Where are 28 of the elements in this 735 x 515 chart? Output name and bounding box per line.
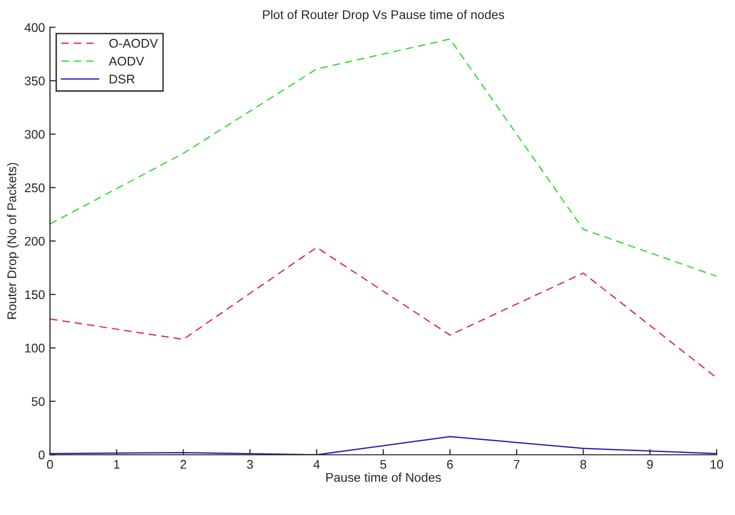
x-tick-label: 3: [246, 460, 253, 469]
legend-label: O-AODV: [109, 38, 158, 48]
y-tick-label: 350: [24, 76, 45, 86]
x-tick-label: 6: [447, 460, 453, 469]
x-tick-label: 1: [114, 460, 120, 469]
legend-label: AODV: [108, 56, 144, 66]
x-tick-label: 5: [380, 460, 386, 469]
y-tick-label: 400: [24, 23, 45, 32]
x-tick-label: 0: [46, 460, 53, 469]
x-tick-label: 9: [647, 460, 653, 469]
x-tick-label: 10: [710, 460, 724, 469]
y-axis-title: Router Drop (No of Packets): [7, 162, 19, 319]
y-tick-label: 150: [25, 290, 45, 300]
y-tick-label: 250: [24, 183, 45, 192]
y-tick-label: 0: [38, 450, 45, 460]
y-tick-label: 200: [24, 236, 45, 246]
y-tick-label: 100: [25, 344, 45, 353]
chart-title: Plot of Router Drop Vs Pause time of nodes: [263, 10, 504, 22]
line-series: [50, 38, 717, 277]
x-tick-label: 7: [514, 460, 520, 469]
x-tick-label: 8: [580, 460, 586, 469]
x-axis-title: Pause time of Nodes: [326, 472, 441, 482]
line-series: [50, 246, 717, 378]
x-tick-label: 4: [313, 460, 320, 469]
x-tick-label: 2: [180, 460, 186, 469]
y-tick-label: 300: [24, 130, 45, 139]
y-tick-label: 50: [32, 397, 45, 406]
legend-label: DSR: [110, 74, 135, 84]
